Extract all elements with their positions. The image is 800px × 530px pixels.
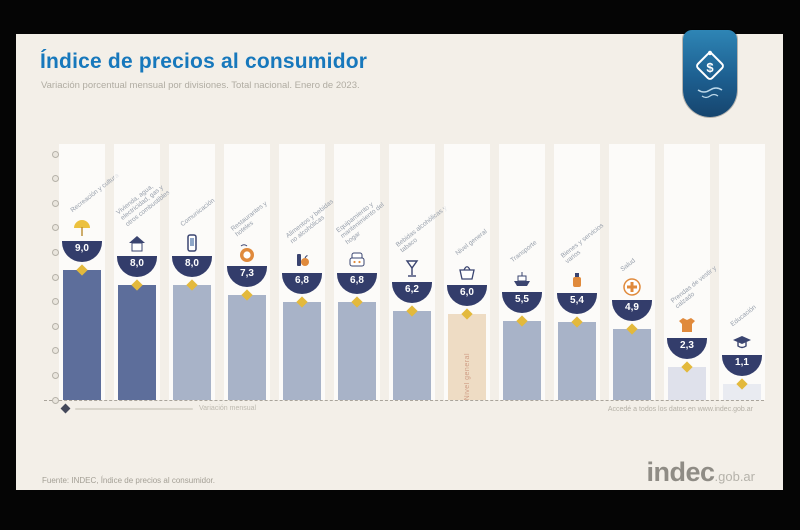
phone-icon: [180, 231, 204, 255]
ipc-logo-badge: $: [683, 30, 737, 117]
value-badge: 5,4: [557, 293, 597, 315]
bar: [558, 322, 596, 400]
legend-label: Variación mensual: [199, 405, 257, 412]
bar: [118, 284, 156, 400]
bar: [173, 284, 211, 400]
health-cross-icon: [620, 275, 644, 299]
beach-umbrella-icon: [70, 216, 94, 240]
value-badge: 5,5: [502, 291, 542, 313]
axis-tick-dot: [52, 371, 59, 379]
value-badge: 6,0: [447, 284, 487, 306]
bar: [503, 320, 541, 400]
axis-tick-dot: [52, 248, 59, 256]
restaurant-plate-icon: [235, 241, 259, 265]
perfume-icon: [565, 268, 589, 292]
axis-tick-dot: [52, 396, 59, 404]
bar: [283, 302, 321, 400]
axis-tick-dot: [52, 175, 59, 183]
chart-note: Accedé a todos los datos en www.indec.go…: [607, 406, 753, 413]
page-title: Índice de precios al consumidor: [40, 50, 368, 73]
bar: [63, 270, 101, 400]
value-badge: 1,1: [722, 355, 762, 377]
brand-name: indec: [646, 457, 715, 487]
ship-icon: [510, 267, 534, 291]
axis-tick-dot: [52, 273, 59, 281]
bar-chart: 9,0 Recreación y cultura 8,0 Vivienda, agua…: [36, 110, 765, 406]
axis-tick-dot: [52, 347, 59, 355]
zero-baseline: [44, 400, 764, 401]
wine-glass-icon: [400, 257, 424, 281]
bar: [613, 329, 651, 400]
legend-line: [75, 407, 193, 410]
axis-tick-dot: [52, 150, 59, 158]
value-badge: 6,8: [282, 273, 322, 295]
axis-tick-dot: [52, 322, 59, 330]
value-badge: 6,8: [337, 273, 377, 295]
bar: [228, 294, 266, 400]
price-tag-icon: $: [696, 50, 724, 99]
bar: Nivel general: [448, 313, 486, 400]
legend: Variación mensual: [60, 403, 257, 414]
axis-tick-dot: [52, 298, 59, 306]
shopping-basket-icon: [455, 260, 479, 284]
food-basket-icon: [290, 248, 314, 272]
page-subtitle: Variación porcentual mensual por divisio…: [41, 80, 360, 91]
highlight-bar-label: Nivel general: [463, 352, 471, 400]
value-badge: 9,0: [62, 241, 102, 263]
tshirt-icon: [675, 313, 699, 337]
graduation-cap-icon: [730, 330, 754, 354]
value-badge: 7,3: [227, 265, 267, 287]
bar: [393, 310, 431, 400]
value-badge: 2,3: [667, 337, 707, 359]
value-badge: 4,9: [612, 300, 652, 322]
value-badge: 8,0: [117, 255, 157, 277]
house-icon: [125, 231, 149, 255]
source-note: Fuente: INDEC, Índice de precios al cons…: [42, 476, 215, 485]
value-badge: 6,2: [392, 281, 432, 303]
brand-domain-suffix: .gob.ar: [714, 469, 755, 484]
diamond-marker-icon: [60, 403, 71, 414]
axis-tick-dot: [52, 224, 59, 232]
bar: [723, 384, 761, 400]
svg-text:$: $: [706, 60, 714, 75]
armchair-icon: [345, 248, 369, 272]
infographic-card: Índice de precios al consumidor Variació…: [16, 30, 783, 490]
axis-tick-dot: [52, 199, 59, 207]
bar: [338, 302, 376, 400]
value-badge: 8,0: [172, 255, 212, 277]
brand-wordmark: indec.gob.ar: [646, 457, 755, 488]
